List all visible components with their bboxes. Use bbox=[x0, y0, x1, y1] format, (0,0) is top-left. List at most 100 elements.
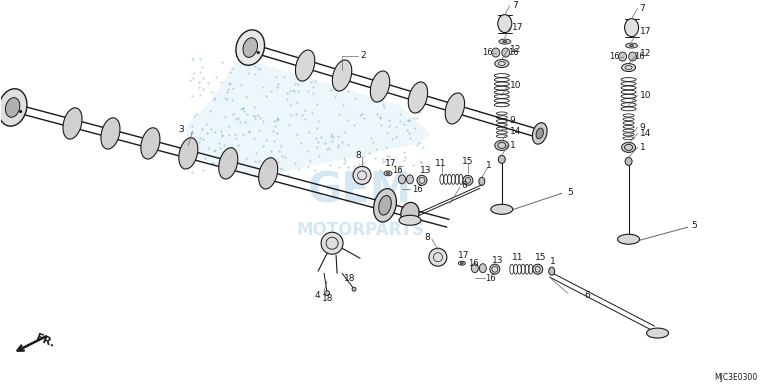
Ellipse shape bbox=[549, 267, 554, 275]
Text: GEM: GEM bbox=[308, 169, 412, 211]
Ellipse shape bbox=[624, 18, 638, 37]
Ellipse shape bbox=[325, 291, 330, 296]
Ellipse shape bbox=[321, 232, 343, 254]
Text: 1: 1 bbox=[640, 143, 645, 152]
Ellipse shape bbox=[502, 48, 510, 57]
Text: 12: 12 bbox=[640, 49, 651, 58]
Ellipse shape bbox=[494, 141, 509, 151]
Text: 18: 18 bbox=[322, 294, 334, 303]
Ellipse shape bbox=[626, 43, 638, 48]
Ellipse shape bbox=[471, 264, 478, 273]
Ellipse shape bbox=[0, 89, 27, 126]
Ellipse shape bbox=[621, 64, 635, 72]
Ellipse shape bbox=[258, 158, 278, 189]
Text: 9: 9 bbox=[510, 116, 515, 125]
Ellipse shape bbox=[647, 328, 668, 338]
Ellipse shape bbox=[533, 264, 543, 274]
Ellipse shape bbox=[536, 128, 544, 139]
Ellipse shape bbox=[407, 175, 414, 184]
Text: 4: 4 bbox=[314, 291, 320, 300]
Ellipse shape bbox=[445, 93, 464, 124]
Text: 16: 16 bbox=[482, 48, 492, 57]
Ellipse shape bbox=[352, 287, 356, 291]
Ellipse shape bbox=[371, 71, 390, 102]
Ellipse shape bbox=[295, 50, 315, 81]
Ellipse shape bbox=[257, 51, 259, 54]
Ellipse shape bbox=[618, 52, 627, 61]
Ellipse shape bbox=[499, 39, 511, 44]
Ellipse shape bbox=[141, 128, 160, 159]
Ellipse shape bbox=[503, 40, 507, 43]
Text: 12: 12 bbox=[510, 45, 521, 54]
Text: 7: 7 bbox=[640, 4, 645, 13]
Text: 14: 14 bbox=[510, 127, 521, 136]
Ellipse shape bbox=[408, 82, 428, 113]
Text: 1: 1 bbox=[510, 141, 515, 150]
Polygon shape bbox=[185, 57, 430, 177]
Text: 10: 10 bbox=[510, 81, 521, 90]
Ellipse shape bbox=[458, 261, 465, 265]
Ellipse shape bbox=[387, 172, 389, 175]
Ellipse shape bbox=[218, 148, 238, 179]
Ellipse shape bbox=[492, 48, 500, 57]
Text: 17: 17 bbox=[640, 27, 651, 36]
Text: 17: 17 bbox=[458, 251, 469, 260]
Text: FR.: FR. bbox=[35, 333, 56, 349]
Text: 3: 3 bbox=[178, 125, 184, 134]
Ellipse shape bbox=[494, 60, 509, 67]
Ellipse shape bbox=[179, 138, 198, 169]
Text: 17: 17 bbox=[512, 23, 523, 32]
Text: 16: 16 bbox=[412, 185, 423, 194]
Ellipse shape bbox=[236, 30, 265, 65]
Text: 5: 5 bbox=[691, 221, 697, 230]
Text: 8: 8 bbox=[424, 233, 430, 242]
Ellipse shape bbox=[63, 108, 82, 139]
Text: 16: 16 bbox=[468, 259, 478, 268]
Ellipse shape bbox=[618, 234, 640, 244]
Text: 13: 13 bbox=[420, 166, 431, 175]
Ellipse shape bbox=[630, 45, 634, 47]
Text: 9: 9 bbox=[640, 123, 645, 132]
Ellipse shape bbox=[384, 171, 392, 176]
Text: 18: 18 bbox=[344, 274, 355, 283]
Ellipse shape bbox=[429, 248, 447, 266]
Text: 15: 15 bbox=[534, 253, 546, 262]
Text: 7: 7 bbox=[512, 1, 518, 10]
Ellipse shape bbox=[479, 264, 486, 273]
Text: 10: 10 bbox=[640, 91, 651, 100]
Ellipse shape bbox=[5, 98, 20, 117]
Text: 6: 6 bbox=[584, 291, 591, 300]
Ellipse shape bbox=[479, 177, 484, 185]
Ellipse shape bbox=[491, 204, 513, 214]
Text: 2: 2 bbox=[360, 51, 366, 60]
Ellipse shape bbox=[532, 123, 547, 144]
Ellipse shape bbox=[417, 175, 427, 185]
Text: 15: 15 bbox=[462, 157, 474, 166]
Text: 11: 11 bbox=[512, 253, 523, 262]
Text: 16: 16 bbox=[392, 166, 403, 175]
Text: 1: 1 bbox=[486, 161, 491, 170]
Ellipse shape bbox=[498, 156, 505, 163]
Ellipse shape bbox=[621, 142, 635, 152]
Ellipse shape bbox=[374, 189, 396, 222]
Text: 1: 1 bbox=[550, 257, 555, 266]
Text: 14: 14 bbox=[640, 129, 651, 138]
Ellipse shape bbox=[461, 262, 463, 264]
Ellipse shape bbox=[625, 157, 632, 166]
Ellipse shape bbox=[498, 15, 512, 33]
Ellipse shape bbox=[490, 264, 500, 274]
Text: 16: 16 bbox=[484, 274, 495, 283]
Text: 16: 16 bbox=[634, 52, 645, 61]
Ellipse shape bbox=[399, 215, 421, 225]
Ellipse shape bbox=[378, 196, 391, 215]
Ellipse shape bbox=[353, 166, 371, 184]
Ellipse shape bbox=[19, 110, 22, 113]
Text: 11: 11 bbox=[435, 159, 447, 168]
Text: MJC3E0300: MJC3E0300 bbox=[714, 373, 757, 382]
Text: 16: 16 bbox=[508, 48, 518, 57]
Ellipse shape bbox=[398, 175, 405, 184]
Ellipse shape bbox=[243, 38, 258, 57]
Text: 16: 16 bbox=[608, 52, 619, 61]
Ellipse shape bbox=[332, 60, 351, 91]
Text: 6: 6 bbox=[462, 181, 468, 190]
